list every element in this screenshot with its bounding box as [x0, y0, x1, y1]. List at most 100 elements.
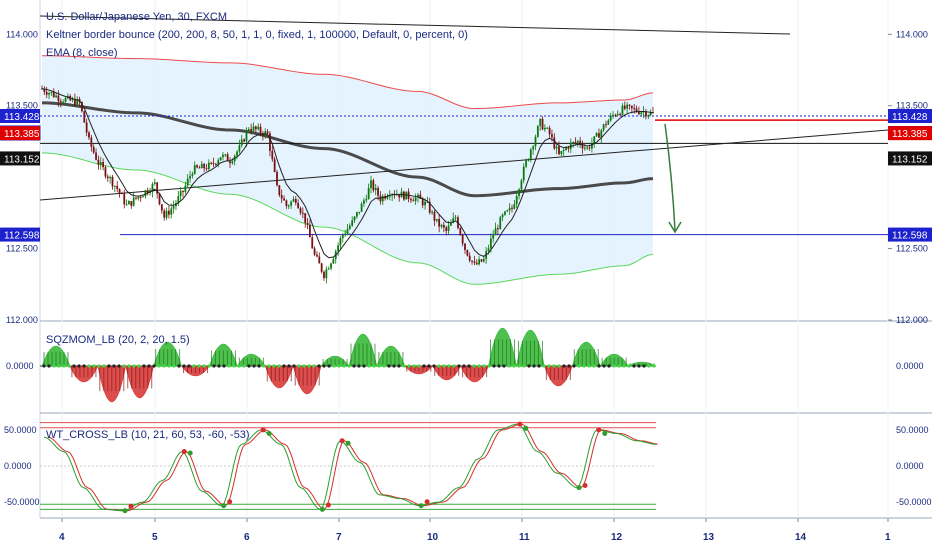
- wt-cross-dot: [260, 427, 266, 433]
- sqz-dot: [647, 364, 651, 368]
- candle-body: [238, 145, 241, 152]
- wt-cross-dot: [418, 503, 424, 509]
- sqz-dot: [47, 364, 51, 368]
- candle-body: [287, 205, 290, 207]
- sqz-dot: [412, 364, 416, 368]
- candle-body: [156, 182, 159, 194]
- y-tick-label-left: 114.000: [6, 29, 38, 39]
- sqz-dot: [432, 364, 436, 368]
- forecast-arrow-head: [668, 221, 682, 234]
- candle-body: [160, 204, 163, 211]
- sqz-dot: [582, 364, 586, 368]
- candle-body: [360, 203, 363, 212]
- sqz-dot: [457, 364, 461, 368]
- candle-body: [381, 196, 384, 202]
- candle-body: [513, 204, 516, 209]
- candle-body: [320, 263, 323, 272]
- sqz-dot: [117, 364, 121, 368]
- candle-body: [447, 225, 450, 231]
- candle-body: [506, 210, 509, 212]
- sqz-dot: [512, 364, 516, 368]
- candle-body: [482, 258, 485, 262]
- candle-body: [59, 101, 62, 103]
- wt-cross-dot: [266, 431, 272, 436]
- candle-body: [541, 118, 544, 130]
- candle-body: [614, 114, 617, 116]
- wt2-line: [47, 423, 658, 512]
- candle-body: [186, 178, 189, 186]
- x-tick-label: 12: [611, 532, 623, 543]
- candle-body: [165, 210, 168, 218]
- sqz-dot: [222, 364, 226, 368]
- candle-body: [546, 127, 549, 129]
- sqz-dot: [477, 364, 481, 368]
- candle-body: [104, 167, 107, 177]
- candle-body: [139, 196, 142, 198]
- price-badge-label: 113.428: [892, 112, 928, 123]
- candle-body: [525, 160, 527, 167]
- sqz-dot: [232, 364, 236, 368]
- wt-cross-dot: [128, 503, 134, 509]
- candle-body: [365, 199, 368, 201]
- sqz-dot: [192, 364, 196, 368]
- wt-y-label-right: -50.0000: [896, 497, 932, 507]
- x-tick-label: 14: [795, 532, 807, 543]
- sqz-dot: [617, 364, 621, 368]
- candle-body: [583, 147, 586, 149]
- sqz-dot: [497, 364, 501, 368]
- candle-body: [581, 144, 584, 149]
- sqz-dot: [297, 364, 301, 368]
- sqz-dot: [122, 364, 126, 368]
- candle-body: [294, 198, 297, 203]
- sqz-dot: [132, 364, 136, 368]
- candle-body: [207, 162, 210, 170]
- candle-body: [264, 131, 267, 136]
- candle-body: [57, 95, 60, 102]
- sqz-dot: [302, 364, 306, 368]
- sqz-dot: [517, 364, 521, 368]
- candle-body: [205, 168, 208, 170]
- candle-body: [511, 207, 513, 209]
- price-badge-label: 112.598: [892, 231, 928, 242]
- sqz-dot: [202, 364, 206, 368]
- candle-body: [226, 154, 229, 162]
- candle-body: [433, 211, 436, 221]
- sqz-dot: [452, 364, 456, 368]
- sqz-dot: [467, 364, 471, 368]
- wt-y-label-left: -50.0000: [4, 497, 40, 507]
- candle-body: [367, 187, 370, 200]
- keltner-basis-line: [41, 101, 654, 198]
- candle-body: [113, 185, 116, 187]
- sqz-dot: [572, 364, 576, 368]
- sqz-dot: [547, 364, 551, 368]
- candle-body: [426, 201, 429, 203]
- price-badge-label: 113.428: [4, 112, 40, 123]
- price-badge: [0, 126, 40, 141]
- candle-body: [257, 126, 260, 130]
- candle-body: [344, 233, 347, 235]
- candle-body: [353, 216, 356, 221]
- y-tick-label-left: 113.500: [6, 101, 38, 111]
- candle-body: [245, 130, 248, 142]
- wt-cross-dot: [345, 440, 351, 446]
- y-tick-label-right: 114.000: [896, 29, 928, 39]
- candle-body: [243, 139, 245, 142]
- sqz-dot: [652, 364, 656, 368]
- sqz-dot: [487, 364, 491, 368]
- candle-body: [153, 182, 156, 185]
- candle-body: [520, 180, 523, 190]
- candle-body: [280, 195, 283, 199]
- candle-body: [102, 162, 104, 168]
- price-badge-label: 113.152: [4, 154, 40, 165]
- candle-body: [179, 190, 182, 197]
- x-tick-label: 4: [59, 532, 65, 543]
- sqz-dot: [482, 364, 486, 368]
- candle-body: [438, 219, 441, 227]
- price-badge: [888, 151, 932, 166]
- candle-body: [90, 137, 93, 147]
- candle-body: [332, 259, 335, 264]
- candle-body: [135, 197, 137, 199]
- sqz-dot: [592, 364, 596, 368]
- sqz-dot: [597, 364, 601, 368]
- candle-body: [471, 260, 473, 262]
